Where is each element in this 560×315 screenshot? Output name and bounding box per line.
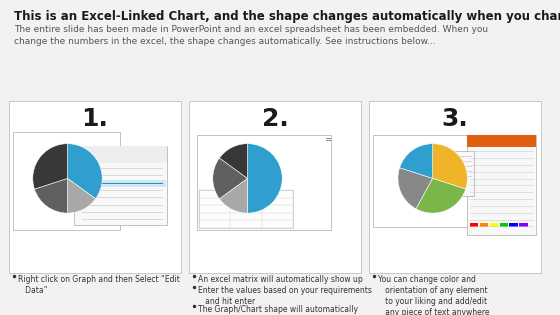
Text: You can change color and
   orientation of any element
   to your liking and add: You can change color and orientation of … xyxy=(378,275,489,315)
Wedge shape xyxy=(416,178,466,213)
Bar xyxy=(13,132,120,230)
Bar xyxy=(197,135,331,230)
Text: Enter the values based on your requirements
   and hit enter: Enter the values based on your requireme… xyxy=(198,286,372,306)
Wedge shape xyxy=(220,144,248,178)
Wedge shape xyxy=(67,178,96,213)
Text: This is an Excel-Linked Chart, and the shape changes automatically when you chan: This is an Excel-Linked Chart, and the s… xyxy=(14,10,560,23)
Bar xyxy=(467,135,536,147)
Text: The Graph/Chart shape will automatically
   adjust according to your data, and a: The Graph/Chart shape will automatically… xyxy=(198,306,372,315)
FancyBboxPatch shape xyxy=(369,101,541,273)
Text: 3.: 3. xyxy=(442,107,468,131)
Bar xyxy=(470,223,478,227)
Wedge shape xyxy=(35,178,68,213)
Text: An excel matrix will automatically show up: An excel matrix will automatically show … xyxy=(198,275,363,284)
Text: Right click on Graph and then Select “Edit
   Data”: Right click on Graph and then Select “Ed… xyxy=(18,275,180,295)
Bar xyxy=(199,190,293,228)
Bar xyxy=(519,223,528,227)
Bar xyxy=(467,135,536,235)
Text: 2.: 2. xyxy=(262,107,288,131)
Bar xyxy=(510,223,517,227)
Bar xyxy=(480,223,488,227)
FancyBboxPatch shape xyxy=(9,101,181,273)
Wedge shape xyxy=(33,144,68,189)
Wedge shape xyxy=(213,158,248,199)
Bar xyxy=(373,135,476,226)
Wedge shape xyxy=(398,168,433,209)
Wedge shape xyxy=(433,144,468,189)
Wedge shape xyxy=(400,144,433,178)
FancyBboxPatch shape xyxy=(189,101,361,273)
Text: The entire slide has been made in PowerPoint and an excel spreadsheet has been e: The entire slide has been made in PowerP… xyxy=(14,25,488,47)
Wedge shape xyxy=(248,144,282,213)
Bar xyxy=(500,223,508,227)
Bar xyxy=(76,180,166,187)
Bar xyxy=(489,223,498,227)
Bar xyxy=(429,151,474,196)
Wedge shape xyxy=(220,178,248,213)
Text: 1.: 1. xyxy=(82,107,109,131)
Wedge shape xyxy=(67,144,102,199)
Bar xyxy=(74,146,167,225)
Bar xyxy=(74,146,167,163)
